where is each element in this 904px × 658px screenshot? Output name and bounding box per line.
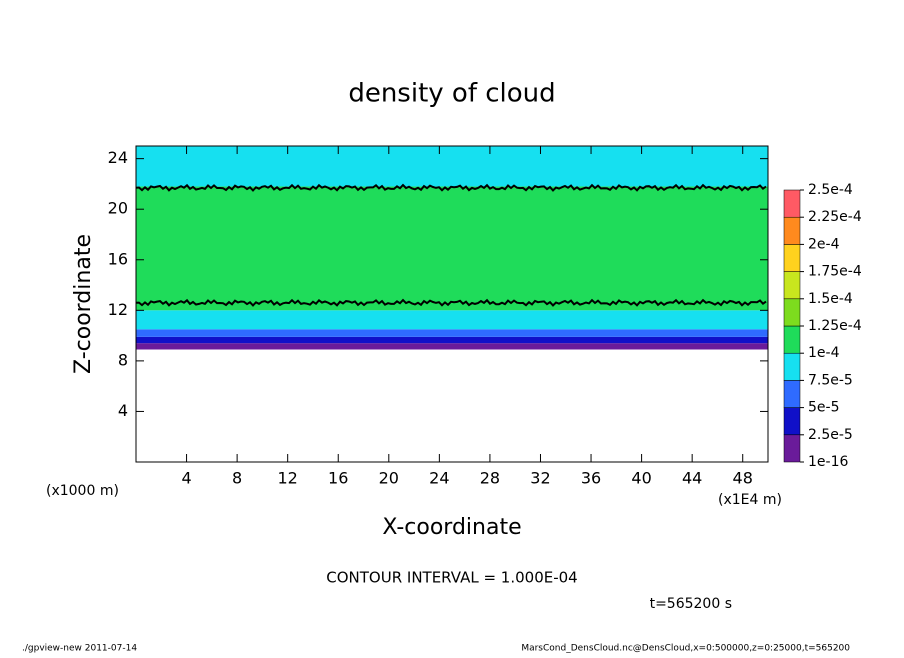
x-tick-label: 20 (379, 469, 399, 488)
y-tick-label: 20 (108, 199, 128, 218)
colorbar-box (783, 271, 801, 300)
x-tick-label: 32 (530, 469, 550, 488)
colorbar-label: 1.75e-4 (808, 264, 862, 280)
colorbar-box (783, 380, 801, 408)
colorbar-box (783, 434, 801, 463)
colorbar-box (783, 189, 801, 218)
heat-band (136, 310, 768, 330)
colorbar-label: 2.5e-4 (808, 182, 853, 198)
colorbar-box (783, 298, 801, 327)
colorbar-label: 5e-5 (808, 400, 839, 416)
y-tick-label: 12 (108, 300, 128, 319)
x-tick-label: 44 (682, 469, 702, 488)
x-tick-label: 16 (328, 469, 348, 488)
colorbar-label: 1.5e-4 (808, 291, 853, 307)
chart-title: density of cloud (348, 79, 555, 109)
colorbar-label: 2.5e-5 (808, 427, 853, 443)
contour-interval: CONTOUR INTERVAL = 1.000E-04 (326, 569, 577, 587)
colorbar-box (783, 244, 801, 272)
footer-left: ./gpview-new 2011-07-14 (22, 644, 137, 654)
colorbar-box (783, 407, 801, 436)
x-tick-label: 28 (480, 469, 500, 488)
time-label: t=565200 s (650, 596, 732, 612)
colorbar-label: 1.25e-4 (808, 318, 862, 334)
colorbar-label: 1e-16 (808, 454, 848, 470)
y-tick-label: 8 (118, 350, 128, 369)
colorbar-box (783, 325, 801, 354)
contour-line (135, 298, 767, 307)
x-tick-label: 48 (733, 469, 753, 488)
y-axis-label: Z-coordinate (71, 234, 96, 374)
plot-frame (135, 145, 769, 463)
x-tick-label: 24 (429, 469, 449, 488)
y-tick-label: 24 (108, 148, 128, 167)
x-tick-label: 12 (278, 469, 298, 488)
contour-line (135, 183, 767, 192)
colorbar-label: 1e-4 (808, 345, 840, 361)
y-tick-label: 16 (108, 249, 128, 268)
x-axis-label: X-coordinate (382, 515, 521, 540)
colorbar-label: 2e-4 (808, 236, 840, 252)
x-tick-label: 8 (232, 469, 242, 488)
y-tick-label: 4 (118, 401, 128, 420)
footer-right: MarsCond_DensCloud.nc@DensCloud,x=0:5000… (521, 644, 850, 654)
heat-band (136, 186, 768, 311)
x-unit-right: (x1E4 m) (718, 492, 782, 508)
heat-band (136, 146, 768, 187)
heat-band (136, 336, 768, 344)
heat-band (136, 343, 768, 350)
colorbar-box (783, 216, 801, 245)
x-tick-label: 4 (181, 469, 191, 488)
colorbar-label: 2.25e-4 (808, 209, 862, 225)
x-unit-left: (x1000 m) (46, 483, 119, 499)
colorbar-label: 7.5e-5 (808, 372, 853, 388)
x-tick-label: 40 (631, 469, 651, 488)
x-tick-label: 36 (581, 469, 601, 488)
colorbar-box (783, 352, 801, 381)
heat-band (136, 329, 768, 337)
